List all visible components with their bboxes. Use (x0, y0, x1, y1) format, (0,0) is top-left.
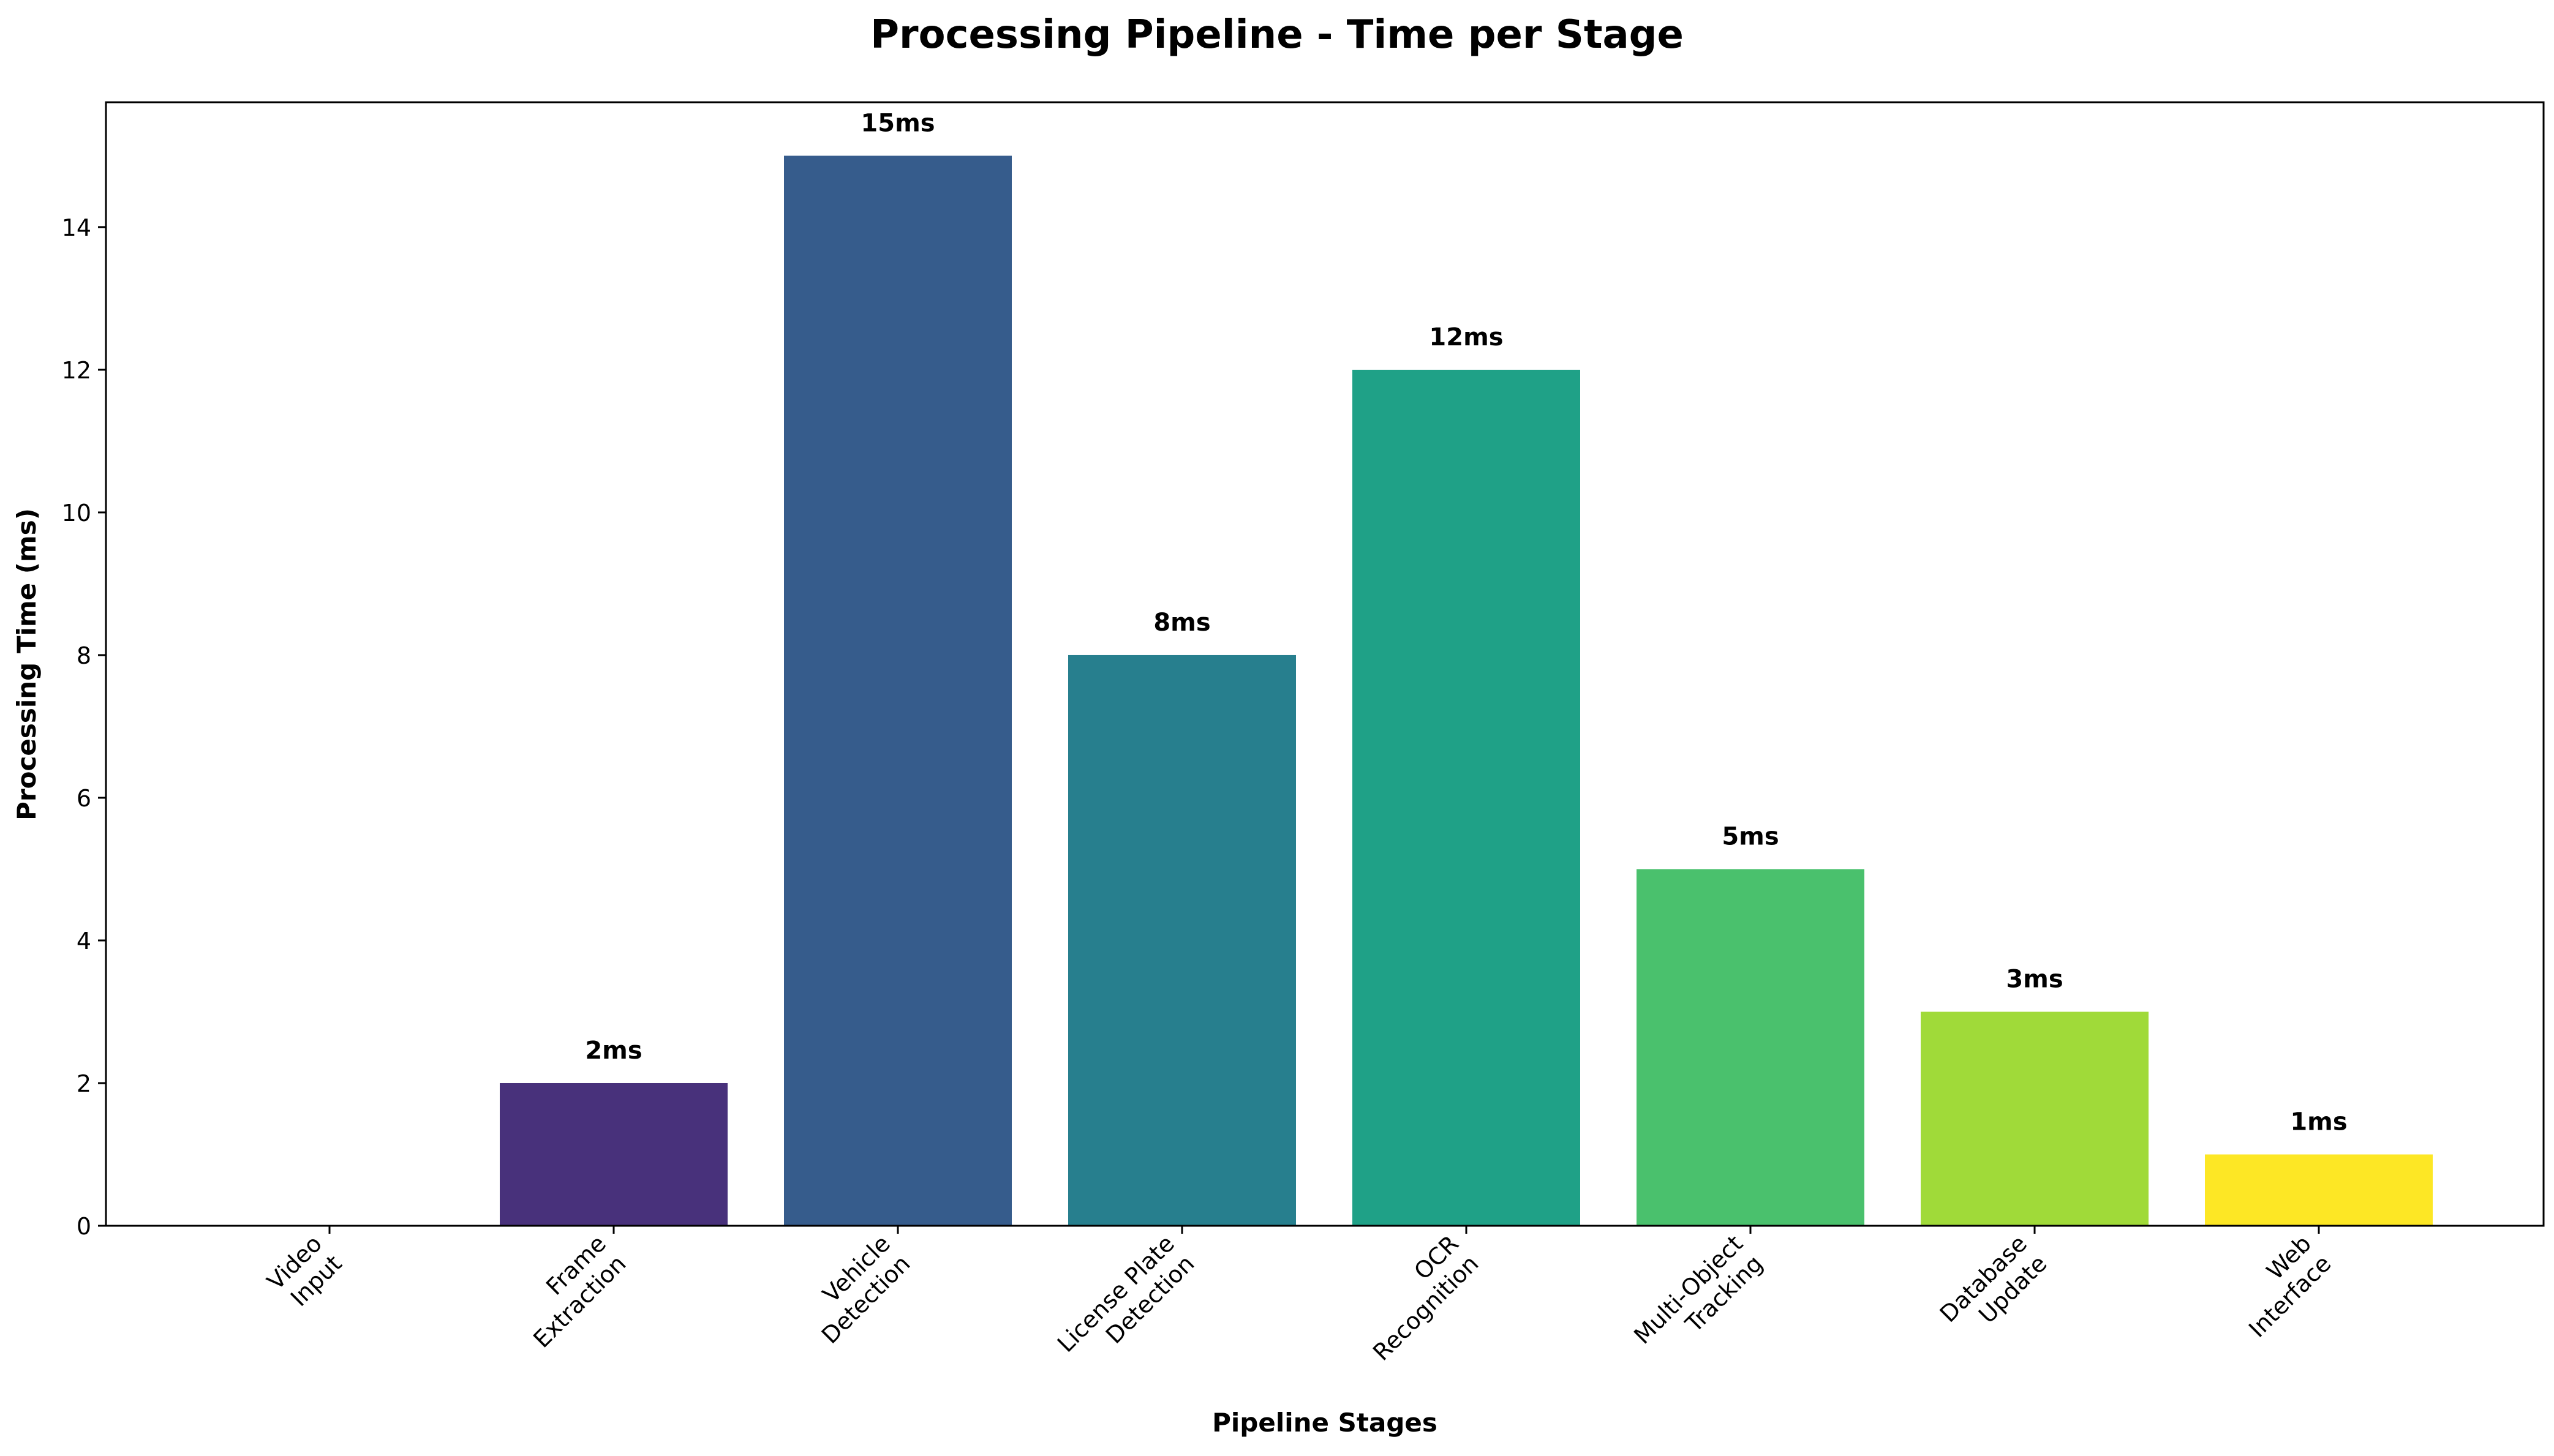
bar (1352, 369, 1580, 1226)
bar (1068, 655, 1296, 1226)
y-tick-label: 14 (62, 214, 91, 241)
bar-value-label: 3ms (2006, 965, 2063, 993)
bar (2205, 1154, 2433, 1226)
bar-value-label: 5ms (1722, 822, 1779, 850)
bar-value-label: 12ms (1429, 323, 1503, 351)
y-axis: 0 2 4 6 8 10 12 14 (62, 214, 106, 1240)
y-tick-label: 2 (77, 1070, 91, 1097)
bar (1637, 869, 1864, 1226)
bar-series (500, 156, 2433, 1226)
bar-value-label: 15ms (861, 109, 935, 137)
bar-value-label: 8ms (1153, 609, 1210, 637)
bar (1921, 1011, 2149, 1226)
bar (784, 156, 1012, 1226)
y-tick-label: 10 (62, 500, 91, 527)
chart-title: Processing Pipeline - Time per Stage (870, 12, 1684, 58)
y-tick-label: 8 (77, 642, 91, 669)
bar-value-label: 1ms (2290, 1108, 2347, 1136)
bar-value-label: 2ms (585, 1037, 642, 1065)
x-axis-label: Pipeline Stages (1212, 1408, 1437, 1438)
plot-frame (105, 101, 2545, 1227)
y-tick-label: 0 (77, 1213, 91, 1240)
y-tick-label: 6 (77, 785, 91, 812)
bar (500, 1083, 728, 1226)
y-axis-label: Processing Time (ms) (12, 508, 42, 820)
y-tick-label: 4 (77, 928, 91, 955)
y-tick-label: 12 (62, 357, 91, 384)
bar-value-labels: 2ms 15ms 8ms 12ms 5ms 3ms 1ms (585, 109, 2347, 1136)
